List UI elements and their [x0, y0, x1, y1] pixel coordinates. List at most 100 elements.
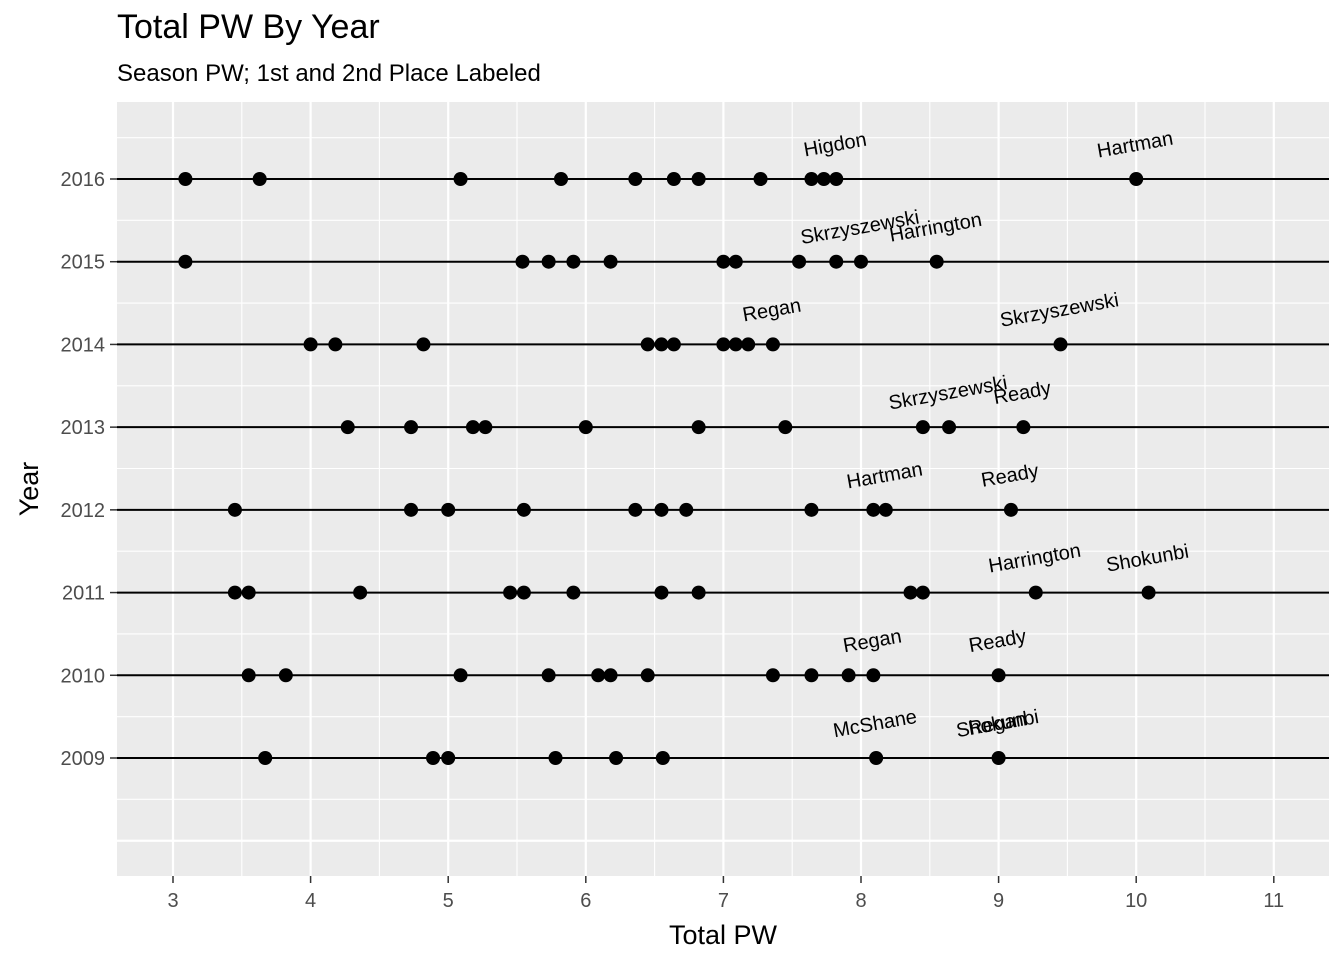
chart-title: Total PW By Year	[117, 8, 380, 46]
data-point	[991, 751, 1006, 765]
y-tick-label: 2013	[61, 417, 106, 439]
data-point	[942, 420, 957, 435]
data-point	[303, 337, 318, 352]
y-tick-label: 2015	[61, 252, 106, 274]
data-point	[628, 172, 643, 187]
data-point	[841, 668, 856, 683]
data-point	[829, 172, 844, 187]
data-point	[654, 502, 669, 517]
data-point	[404, 502, 419, 517]
data-point	[603, 668, 618, 683]
data-point	[516, 502, 531, 517]
y-tick-label: 2011	[62, 583, 105, 605]
data-point	[716, 337, 731, 352]
x-tick-label: 3	[167, 890, 178, 912]
data-points	[178, 172, 1156, 765]
data-point	[679, 502, 694, 517]
data-point	[903, 585, 918, 600]
data-point	[566, 585, 581, 600]
data-point	[1016, 420, 1031, 435]
y-tick-label: 2010	[61, 665, 106, 687]
data-point	[765, 337, 780, 352]
data-point	[1141, 585, 1156, 600]
data-point	[426, 751, 441, 765]
y-tick-label: 2016	[61, 169, 106, 191]
data-point	[1129, 172, 1144, 187]
data-point	[548, 751, 563, 765]
data-point	[765, 668, 780, 683]
data-point	[227, 585, 242, 600]
data-point	[340, 420, 355, 435]
data-point	[829, 254, 844, 269]
data-point	[566, 254, 581, 269]
data-point	[654, 337, 669, 352]
data-point	[478, 420, 493, 435]
data-point	[603, 254, 618, 269]
data-point	[541, 254, 556, 269]
x-tick-label: 7	[718, 890, 729, 912]
data-point	[1028, 585, 1043, 600]
year-lines	[117, 178, 1329, 759]
data-point	[404, 420, 419, 435]
data-point	[804, 502, 819, 517]
data-point	[453, 172, 468, 187]
data-point	[227, 502, 242, 517]
data-point	[516, 585, 531, 600]
data-point	[816, 172, 831, 187]
data-point	[416, 337, 431, 352]
data-point	[915, 585, 930, 600]
data-point	[804, 668, 819, 683]
data-point	[252, 172, 267, 187]
data-point	[878, 502, 893, 517]
data-point	[241, 585, 256, 600]
data-point	[441, 502, 456, 517]
data-point	[716, 254, 731, 269]
data-point	[728, 337, 743, 352]
x-tick-label: 9	[993, 890, 1004, 912]
data-point	[178, 254, 193, 269]
chart-subtitle: Season PW; 1st and 2nd Place Labeled	[117, 60, 541, 87]
data-point	[866, 502, 881, 517]
data-point	[741, 337, 756, 352]
x-tick-label: 11	[1263, 890, 1284, 912]
data-point	[869, 751, 884, 765]
data-point	[778, 420, 793, 435]
data-point	[691, 420, 706, 435]
x-tick-label: 5	[443, 890, 454, 912]
data-point	[503, 585, 518, 600]
data-point	[753, 172, 768, 187]
data-point	[328, 337, 343, 352]
data-point	[591, 668, 606, 683]
y-tick-label: 2009	[61, 748, 106, 770]
x-tick-label: 10	[1125, 890, 1147, 912]
data-point	[929, 254, 944, 269]
data-point	[278, 668, 293, 683]
data-point	[578, 420, 593, 435]
grid-lines	[117, 102, 1329, 876]
x-axis-title: Total PW	[669, 920, 778, 950]
y-axis: 2009 2010 2011 2012 2013 2014 2015 2016	[61, 169, 117, 770]
y-tick-label: 2014	[61, 334, 106, 356]
y-tick-label: 2012	[61, 500, 106, 522]
data-point	[866, 668, 881, 683]
data-point	[728, 254, 743, 269]
data-point	[441, 751, 456, 765]
data-point	[666, 172, 681, 187]
data-point	[691, 172, 706, 187]
data-point	[666, 337, 681, 352]
data-point	[640, 668, 655, 683]
data-point	[609, 751, 624, 765]
x-tick-label: 4	[305, 890, 316, 912]
data-point	[854, 254, 868, 269]
data-point	[1053, 337, 1068, 352]
data-point	[465, 420, 480, 435]
x-axis: 3 4 5 6 7 8 9 10 11	[167, 876, 1284, 912]
data-point	[792, 254, 807, 269]
data-point	[453, 668, 468, 683]
data-point	[991, 668, 1006, 683]
x-tick-label: 6	[580, 890, 591, 912]
data-point	[915, 420, 930, 435]
data-point	[541, 668, 556, 683]
